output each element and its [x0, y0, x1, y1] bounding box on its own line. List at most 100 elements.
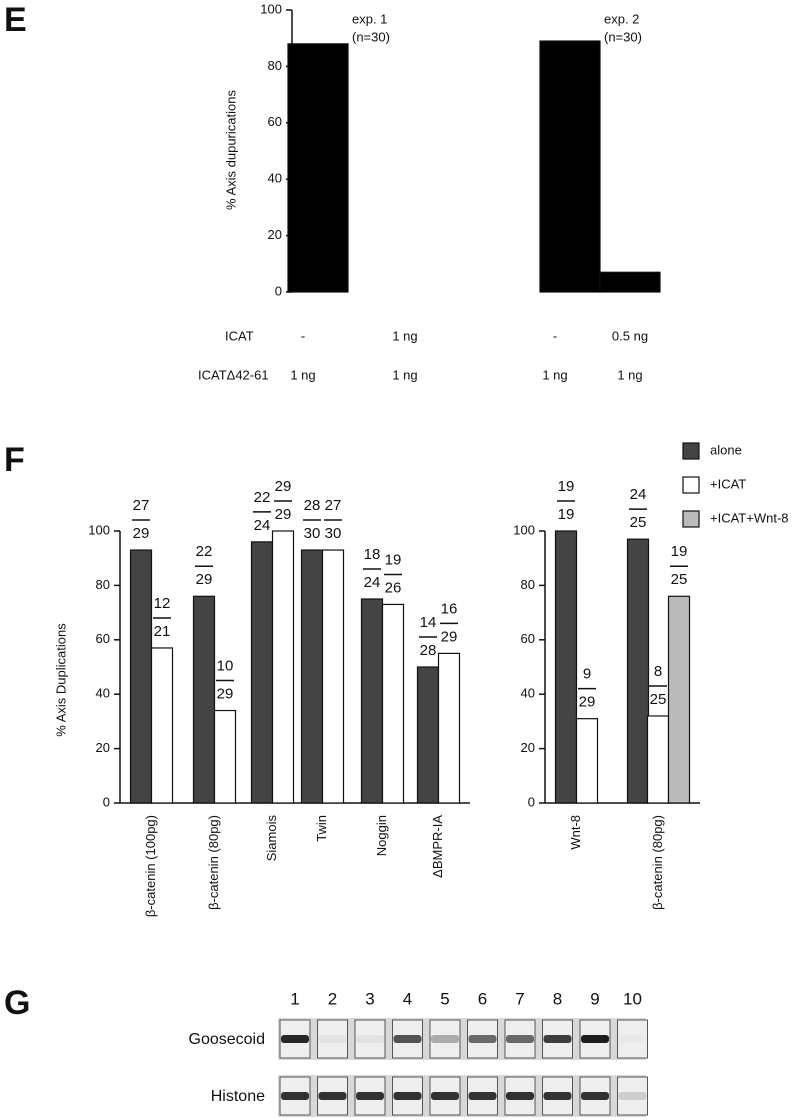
value-label: 16 — [441, 600, 458, 617]
category-label: - — [553, 328, 557, 343]
value-label: 30 — [304, 525, 321, 542]
y-tick-label: 80 — [521, 577, 535, 592]
gel-band — [318, 1092, 347, 1100]
value-label: 19 — [558, 478, 575, 495]
row-label: ICAT — [225, 328, 254, 343]
value-label: 26 — [385, 579, 402, 596]
gel-lane — [317, 1019, 348, 1059]
category-label: 1 ng — [290, 367, 315, 382]
value-label: 22 — [254, 489, 271, 506]
bar — [437, 652, 461, 804]
gel-band — [431, 1092, 459, 1100]
value-label: 27 — [325, 497, 342, 514]
y-tick-label: 0 — [528, 794, 535, 809]
value-label: 29 — [579, 694, 596, 711]
annotation: exp. 1 — [352, 11, 387, 26]
value-label: 10 — [217, 657, 234, 674]
value-label: 12 — [154, 595, 171, 612]
legend-swatch — [682, 442, 700, 460]
value-label: 21 — [154, 623, 171, 640]
value-label: 29 — [133, 525, 150, 542]
lane-number: 8 — [553, 989, 562, 1008]
gel-band — [543, 1092, 572, 1100]
y-tick-label: 40 — [268, 171, 282, 186]
value-label: 24 — [630, 486, 647, 503]
y-tick-label: 60 — [521, 631, 535, 646]
bar — [667, 595, 691, 804]
lane-number: 9 — [590, 989, 599, 1008]
y-tick-label: 20 — [521, 740, 535, 755]
row-label: ICATΔ42-61 — [198, 367, 269, 382]
gel-band — [356, 1035, 384, 1043]
gel-band — [506, 1092, 534, 1100]
annotation: (n=30) — [352, 29, 390, 44]
gel-band — [506, 1035, 534, 1043]
bar — [213, 709, 237, 804]
lane-number: 6 — [478, 989, 487, 1008]
value-label: 29 — [275, 478, 292, 495]
gel-band — [468, 1092, 497, 1100]
value-label: 19 — [671, 543, 688, 560]
y-axis-label: % Axis dupurications — [223, 90, 238, 210]
y-tick-label: 60 — [268, 114, 282, 129]
value-label: 29 — [217, 685, 234, 702]
value-label: 8 — [654, 663, 662, 680]
bar — [321, 549, 345, 804]
legend-swatch — [682, 476, 700, 494]
gel-lane — [617, 1019, 648, 1059]
gel-band — [581, 1035, 609, 1043]
annotation: (n=30) — [604, 29, 642, 44]
bar — [646, 715, 670, 804]
x-tick-label: Noggin — [374, 815, 389, 856]
x-tick-label: ΔBMPR-IA — [430, 815, 445, 878]
category-label: 0.5 ng — [612, 328, 648, 343]
legend-swatch — [682, 510, 700, 528]
lane-number: 1 — [290, 989, 299, 1008]
value-label: 9 — [583, 666, 591, 683]
value-label: 19 — [558, 506, 575, 523]
value-label: 25 — [630, 514, 647, 531]
bar — [271, 530, 295, 804]
annotation: exp. 2 — [604, 11, 639, 26]
value-label: 18 — [364, 546, 381, 563]
gel-band — [393, 1035, 422, 1043]
x-tick-label: Siamois — [264, 815, 279, 862]
panel-letter: F — [4, 441, 25, 479]
y-tick-label: 0 — [275, 283, 282, 298]
value-label: 22 — [196, 543, 213, 560]
y-tick-label: 80 — [268, 58, 282, 73]
gel-lane — [354, 1019, 386, 1059]
gel-band — [618, 1092, 647, 1100]
bar — [287, 43, 349, 293]
value-label: 27 — [133, 497, 150, 514]
category-label: 1 ng — [392, 328, 417, 343]
gel-band — [356, 1092, 384, 1100]
bar — [554, 530, 578, 804]
y-tick-label: 80 — [96, 577, 110, 592]
value-label: 29 — [441, 628, 458, 645]
gel-band — [581, 1092, 609, 1100]
gel-band — [619, 1035, 647, 1043]
y-tick-label: 100 — [260, 1, 282, 16]
value-label: 19 — [385, 551, 402, 568]
gel-band — [281, 1035, 309, 1043]
lane-number: 5 — [440, 989, 449, 1008]
category-label: - — [301, 328, 305, 343]
y-tick-label: 100 — [513, 522, 535, 537]
value-label: 28 — [304, 497, 321, 514]
category-label: 1 ng — [542, 367, 567, 382]
y-tick-label: 40 — [96, 686, 110, 701]
y-tick-label: 20 — [96, 740, 110, 755]
bar — [360, 598, 384, 804]
value-label: 25 — [671, 571, 688, 588]
gel-band — [393, 1092, 422, 1100]
bar — [599, 271, 661, 293]
gel-band — [281, 1092, 309, 1100]
value-label: 29 — [275, 506, 292, 523]
value-label: 24 — [254, 517, 271, 534]
bar — [192, 595, 216, 804]
bar — [381, 603, 405, 804]
value-label: 30 — [325, 525, 342, 542]
lane-number: 3 — [365, 989, 374, 1008]
